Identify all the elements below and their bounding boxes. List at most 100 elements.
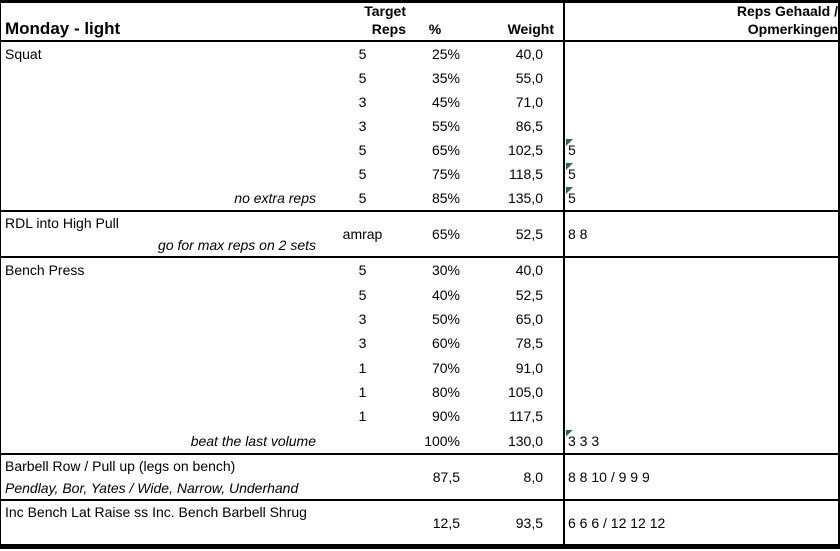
percent-cell[interactable]: 80% bbox=[431, 384, 460, 401]
col-header-percent[interactable]: % bbox=[428, 21, 442, 37]
result-cell[interactable] bbox=[563, 42, 838, 66]
result-cell[interactable] bbox=[563, 90, 838, 114]
percent-cell[interactable]: 65% bbox=[431, 226, 460, 242]
target-reps-cell[interactable] bbox=[319, 455, 406, 499]
weight-cell[interactable]: 52,5 bbox=[515, 286, 543, 303]
target-reps-cell[interactable]: 1 bbox=[358, 408, 367, 425]
percent-cell[interactable]: 55% bbox=[431, 118, 460, 134]
cell-empty[interactable] bbox=[1, 138, 319, 162]
target-reps-cell[interactable]: 5 bbox=[358, 286, 367, 303]
percent-cell[interactable]: 30% bbox=[431, 262, 460, 279]
target-reps-cell[interactable]: 3 bbox=[358, 335, 367, 352]
percent-cell[interactable]: 65% bbox=[431, 142, 460, 158]
target-reps-cell[interactable]: 1 bbox=[358, 384, 367, 401]
weight-cell[interactable]: 86,5 bbox=[515, 118, 543, 134]
weight-cell[interactable]: 105,0 bbox=[507, 384, 543, 401]
cell-empty[interactable] bbox=[1, 66, 319, 90]
header-row: Monday - light Target Reps % Weight Reps… bbox=[1, 3, 838, 42]
exercise-subtitle-cell[interactable]: Pendlay, Bor, Yates / Wide, Narrow, Unde… bbox=[5, 480, 299, 496]
percent-cell[interactable]: 75% bbox=[431, 166, 460, 182]
target-reps-cell[interactable]: amrap bbox=[342, 226, 383, 242]
percent-cell[interactable]: 70% bbox=[431, 359, 460, 376]
percent-cell[interactable]: 50% bbox=[431, 310, 460, 327]
cell-empty[interactable] bbox=[1, 356, 319, 380]
exercise-note-cell[interactable]: beat the last volume bbox=[190, 432, 316, 449]
target-reps-cell[interactable]: 5 bbox=[358, 262, 367, 279]
result-cell[interactable] bbox=[563, 282, 838, 307]
percent-cell[interactable]: 45% bbox=[431, 94, 460, 110]
weight-cell[interactable]: 118,5 bbox=[509, 166, 543, 182]
result-cell[interactable] bbox=[563, 379, 838, 405]
target-reps-cell[interactable]: 3 bbox=[358, 94, 367, 110]
error-flag-icon bbox=[566, 163, 573, 170]
exercise-title-cell[interactable]: RDL into High Pull bbox=[5, 215, 119, 231]
target-reps-cell[interactable]: 3 bbox=[358, 118, 367, 134]
cell-empty[interactable] bbox=[1, 282, 319, 306]
weight-cell[interactable]: 130,0 bbox=[507, 432, 543, 449]
weight-cell[interactable]: 93,5 bbox=[515, 514, 543, 531]
result-cell[interactable]: 3 3 3 bbox=[563, 428, 838, 453]
cell-empty[interactable] bbox=[1, 404, 319, 428]
result-cell[interactable] bbox=[563, 258, 838, 283]
cell-empty[interactable] bbox=[1, 331, 319, 355]
weight-cell[interactable]: 117,5 bbox=[509, 408, 543, 425]
percent-cell[interactable]: 87,5 bbox=[432, 469, 460, 485]
weight-cell[interactable]: 71,0 bbox=[515, 94, 543, 110]
percent-cell[interactable]: 35% bbox=[431, 70, 460, 86]
exercise-note-cell[interactable]: no extra reps bbox=[234, 190, 316, 206]
percent-cell[interactable]: 25% bbox=[431, 46, 460, 62]
col-header-target-reps[interactable]: Target Reps bbox=[319, 3, 406, 40]
target-reps-cell[interactable] bbox=[319, 501, 406, 544]
weight-cell[interactable]: 40,0 bbox=[515, 262, 543, 279]
result-cell[interactable] bbox=[563, 331, 838, 356]
result-cell[interactable]: 6 6 6 / 12 12 12 bbox=[563, 501, 838, 544]
result-cell[interactable]: 5 bbox=[563, 138, 838, 162]
exercise-title-cell[interactable]: Bench Press bbox=[5, 262, 85, 279]
exercise-title-cell[interactable]: Barbell Row / Pull up (legs on bench) bbox=[5, 458, 236, 474]
weight-cell[interactable]: 8,0 bbox=[523, 469, 543, 485]
weight-cell[interactable]: 135,0 bbox=[507, 190, 543, 206]
percent-cell[interactable]: 60% bbox=[431, 335, 460, 352]
exercise-title-cell[interactable]: Inc Bench Lat Raise ss Inc. Bench Barbel… bbox=[5, 503, 307, 520]
weight-cell[interactable]: 52,5 bbox=[515, 226, 543, 242]
result-cell[interactable]: 5 bbox=[563, 162, 838, 186]
target-reps-cell[interactable]: 5 bbox=[358, 166, 367, 182]
percent-cell[interactable]: 90% bbox=[431, 408, 460, 425]
cell-empty[interactable] bbox=[1, 114, 319, 138]
cell-empty[interactable] bbox=[1, 162, 319, 186]
percent-cell[interactable]: 100% bbox=[424, 432, 460, 449]
target-reps-cell[interactable]: 5 bbox=[358, 46, 367, 62]
weight-cell[interactable]: 78,5 bbox=[515, 335, 543, 352]
target-reps-cell[interactable]: 5 bbox=[358, 142, 367, 158]
exercise-note-cell[interactable]: go for max reps on 2 sets bbox=[158, 237, 316, 253]
weight-cell[interactable]: 55,0 bbox=[515, 70, 543, 86]
weight-cell[interactable]: 102,5 bbox=[507, 142, 543, 158]
result-cell[interactable] bbox=[563, 355, 838, 380]
cell-empty[interactable] bbox=[1, 523, 319, 545]
result-cell[interactable]: 8 8 bbox=[563, 212, 838, 256]
cell-empty[interactable] bbox=[1, 307, 319, 331]
result-cell[interactable]: 8 8 10 / 9 9 9 bbox=[563, 455, 838, 499]
target-reps-cell[interactable]: 1 bbox=[358, 359, 367, 376]
result-cell[interactable] bbox=[563, 114, 838, 138]
col-header-results[interactable]: Reps Gehaald / Opmerkingen bbox=[563, 3, 838, 40]
weight-cell[interactable]: 91,0 bbox=[515, 359, 543, 376]
percent-cell[interactable]: 12,5 bbox=[432, 514, 460, 531]
target-reps-cell[interactable] bbox=[319, 429, 406, 453]
target-reps-cell[interactable]: 5 bbox=[358, 190, 367, 206]
result-cell[interactable] bbox=[563, 66, 838, 90]
percent-cell[interactable]: 40% bbox=[431, 286, 460, 303]
target-reps-cell[interactable]: 3 bbox=[358, 310, 367, 327]
exercise-title-cell[interactable]: Squat bbox=[5, 46, 42, 62]
weight-cell[interactable]: 40,0 bbox=[515, 46, 543, 62]
result-cell[interactable]: 5 bbox=[563, 186, 838, 210]
cell-empty[interactable] bbox=[1, 380, 319, 404]
sheet-title-cell[interactable]: Monday - light bbox=[1, 3, 319, 40]
target-reps-cell[interactable]: 5 bbox=[358, 70, 367, 86]
percent-cell[interactable]: 85% bbox=[431, 190, 460, 206]
result-cell[interactable] bbox=[563, 404, 838, 429]
result-cell[interactable] bbox=[563, 306, 838, 332]
col-header-weight[interactable]: Weight bbox=[507, 21, 554, 37]
cell-empty[interactable] bbox=[1, 90, 319, 114]
weight-cell[interactable]: 65,0 bbox=[515, 310, 543, 327]
